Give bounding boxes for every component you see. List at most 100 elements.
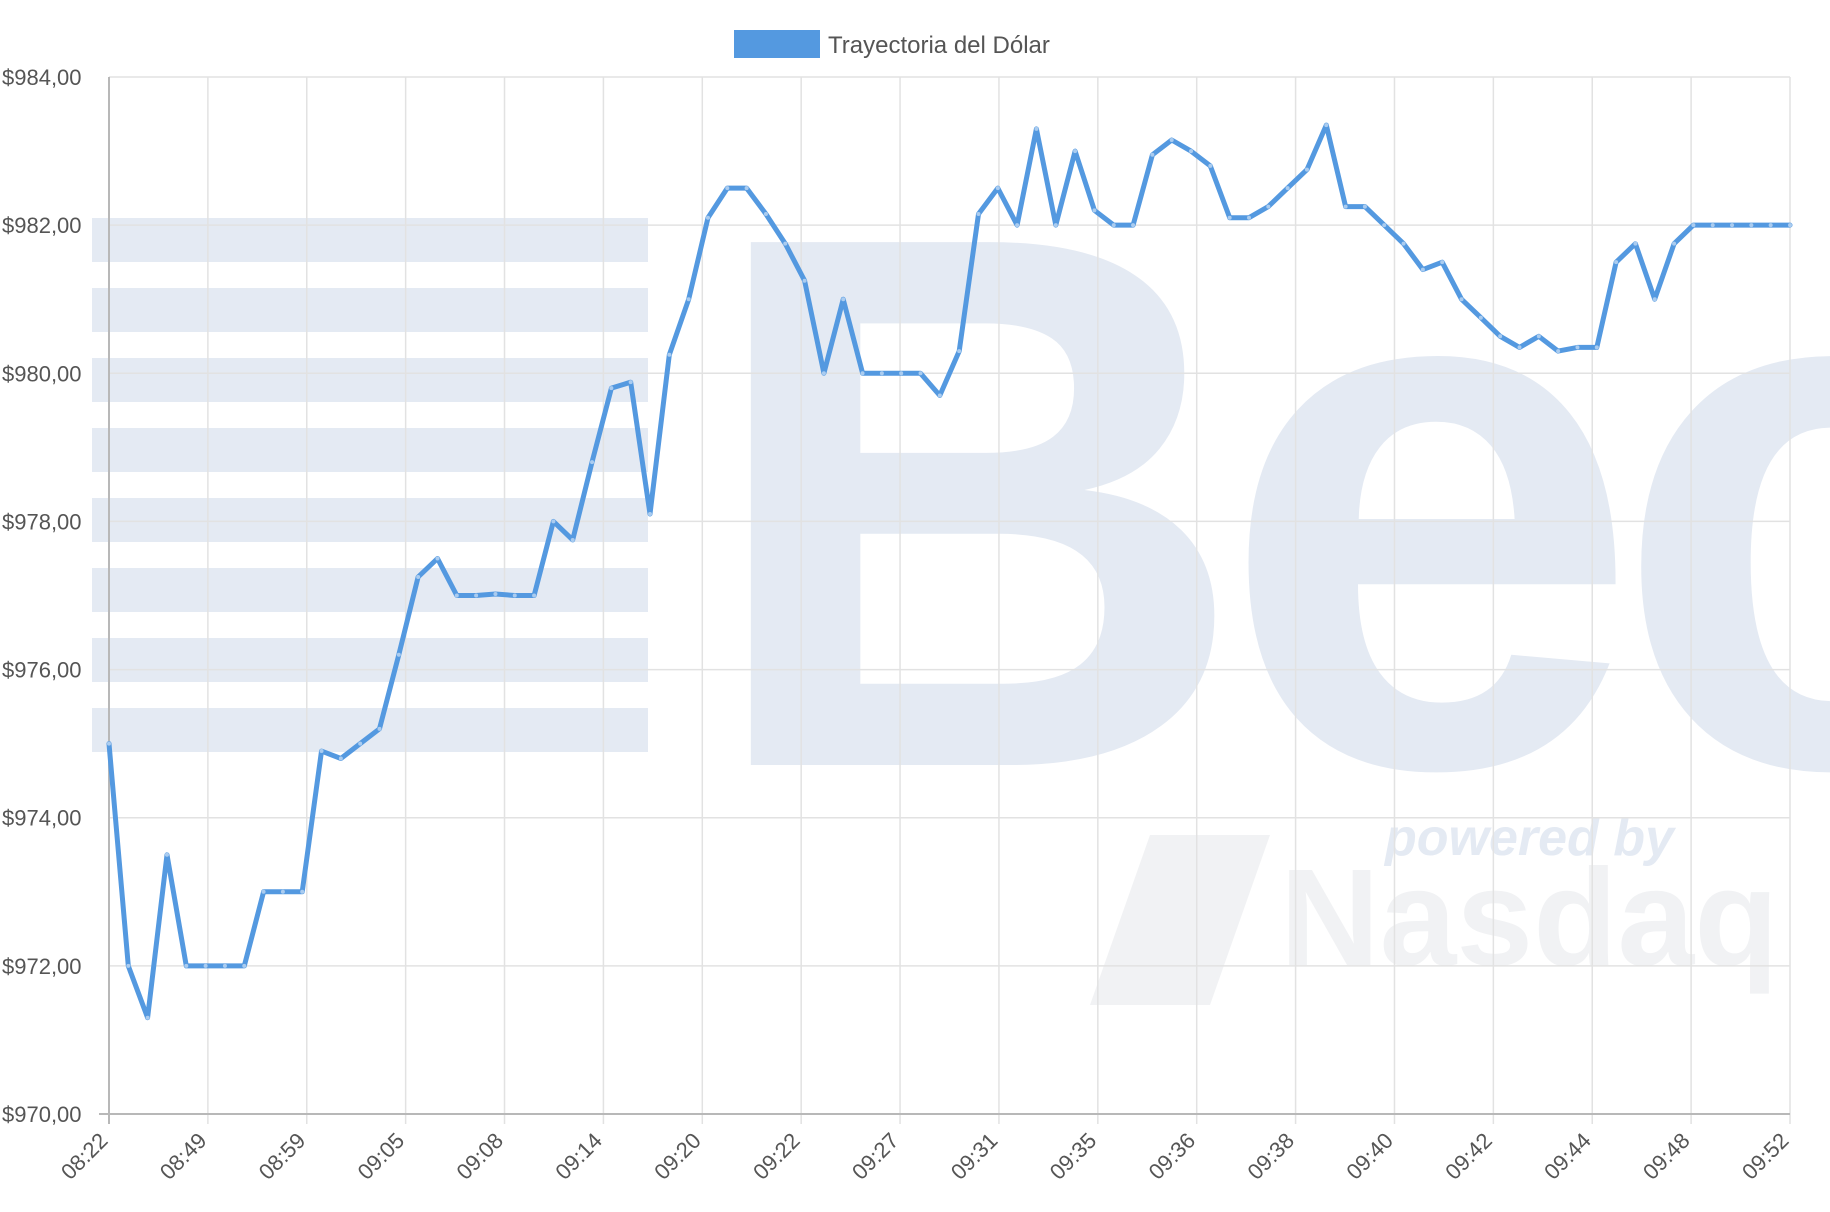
- data-point[interactable]: [1362, 204, 1367, 209]
- data-point[interactable]: [280, 889, 285, 894]
- data-point[interactable]: [976, 212, 981, 217]
- data-point[interactable]: [338, 756, 343, 761]
- data-point[interactable]: [667, 352, 672, 357]
- data-point[interactable]: [474, 593, 479, 598]
- data-point[interactable]: [1614, 260, 1619, 265]
- data-point[interactable]: [1575, 345, 1580, 350]
- data-point[interactable]: [860, 371, 865, 376]
- data-point[interactable]: [1227, 215, 1232, 220]
- data-point[interactable]: [1517, 345, 1522, 350]
- data-point[interactable]: [802, 278, 807, 283]
- data-point[interactable]: [551, 519, 556, 524]
- data-point[interactable]: [164, 852, 169, 857]
- data-point[interactable]: [145, 1015, 150, 1020]
- data-point[interactable]: [1034, 126, 1039, 131]
- data-point[interactable]: [1420, 267, 1425, 272]
- data-point[interactable]: [725, 186, 730, 191]
- data-point[interactable]: [879, 371, 884, 376]
- data-point[interactable]: [222, 963, 227, 968]
- data-point[interactable]: [1536, 334, 1541, 339]
- data-point[interactable]: [1749, 223, 1754, 228]
- data-point[interactable]: [1169, 137, 1174, 142]
- data-point[interactable]: [242, 963, 247, 968]
- data-point[interactable]: [841, 297, 846, 302]
- data-point[interactable]: [628, 380, 633, 385]
- data-point[interactable]: [1343, 204, 1348, 209]
- data-point[interactable]: [1073, 149, 1078, 154]
- data-point[interactable]: [203, 963, 208, 968]
- data-point[interactable]: [590, 460, 595, 465]
- data-point[interactable]: [1788, 223, 1792, 228]
- data-point[interactable]: [1246, 215, 1251, 220]
- data-point[interactable]: [1594, 345, 1599, 350]
- watermark-stripe: [92, 638, 648, 682]
- data-point[interactable]: [1324, 123, 1329, 128]
- legend-swatch[interactable]: [734, 30, 820, 58]
- data-point[interactable]: [957, 349, 962, 354]
- data-point[interactable]: [744, 186, 749, 191]
- data-point[interactable]: [1131, 223, 1136, 228]
- series-line[interactable]: [106, 122, 1793, 1021]
- data-point[interactable]: [396, 652, 401, 657]
- data-point[interactable]: [1652, 297, 1657, 302]
- data-point[interactable]: [1401, 241, 1406, 246]
- y-tick-label: $980,00: [2, 361, 82, 386]
- data-point[interactable]: [1556, 349, 1561, 354]
- data-point[interactable]: [300, 889, 305, 894]
- data-point[interactable]: [1440, 260, 1445, 265]
- x-tick-label: 09:35: [1045, 1128, 1102, 1185]
- data-point[interactable]: [570, 537, 575, 542]
- data-point[interactable]: [918, 371, 923, 376]
- data-point[interactable]: [319, 749, 324, 754]
- data-point[interactable]: [1459, 297, 1464, 302]
- watermark-stripe: [92, 708, 648, 752]
- data-point[interactable]: [1730, 223, 1735, 228]
- data-point[interactable]: [821, 371, 826, 376]
- data-point[interactable]: [995, 186, 1000, 191]
- data-point[interactable]: [358, 741, 363, 746]
- data-point[interactable]: [1710, 223, 1715, 228]
- data-point[interactable]: [1150, 152, 1155, 157]
- data-point[interactable]: [493, 592, 498, 597]
- data-point[interactable]: [377, 726, 382, 731]
- data-point[interactable]: [1768, 223, 1773, 228]
- data-point[interactable]: [416, 574, 421, 579]
- data-point[interactable]: [107, 741, 111, 746]
- data-point[interactable]: [686, 297, 691, 302]
- data-point[interactable]: [261, 889, 266, 894]
- data-point[interactable]: [1304, 167, 1309, 172]
- data-point[interactable]: [648, 512, 653, 517]
- data-point[interactable]: [705, 215, 710, 220]
- x-tick-label: 09:44: [1539, 1128, 1596, 1185]
- data-point[interactable]: [1266, 204, 1271, 209]
- data-point[interactable]: [454, 593, 459, 598]
- watermark-stripes: [92, 218, 648, 752]
- data-point[interactable]: [783, 241, 788, 246]
- data-point[interactable]: [1092, 208, 1097, 213]
- data-point[interactable]: [1633, 241, 1638, 246]
- data-point[interactable]: [126, 963, 131, 968]
- chart-legend[interactable]: Trayectoria del Dólar: [734, 30, 1050, 59]
- data-point[interactable]: [763, 212, 768, 217]
- data-point[interactable]: [532, 593, 537, 598]
- data-point[interactable]: [1208, 163, 1213, 168]
- x-tick-label: 09:14: [550, 1128, 607, 1185]
- y-tick-label: $970,00: [2, 1102, 82, 1127]
- data-point[interactable]: [609, 386, 614, 391]
- data-point[interactable]: [435, 556, 440, 561]
- data-point[interactable]: [1189, 149, 1194, 154]
- data-point[interactable]: [1015, 223, 1020, 228]
- data-point[interactable]: [1053, 223, 1058, 228]
- data-point[interactable]: [512, 593, 517, 598]
- data-point[interactable]: [1672, 241, 1677, 246]
- data-point[interactable]: [1285, 186, 1290, 191]
- data-point[interactable]: [1691, 223, 1696, 228]
- data-point[interactable]: [1478, 315, 1483, 320]
- data-point[interactable]: [899, 371, 904, 376]
- data-point[interactable]: [1382, 223, 1387, 228]
- legend-label[interactable]: Trayectoria del Dólar: [828, 32, 1050, 59]
- data-point[interactable]: [1111, 223, 1116, 228]
- data-point[interactable]: [937, 393, 942, 398]
- data-point[interactable]: [1498, 334, 1503, 339]
- data-point[interactable]: [184, 963, 189, 968]
